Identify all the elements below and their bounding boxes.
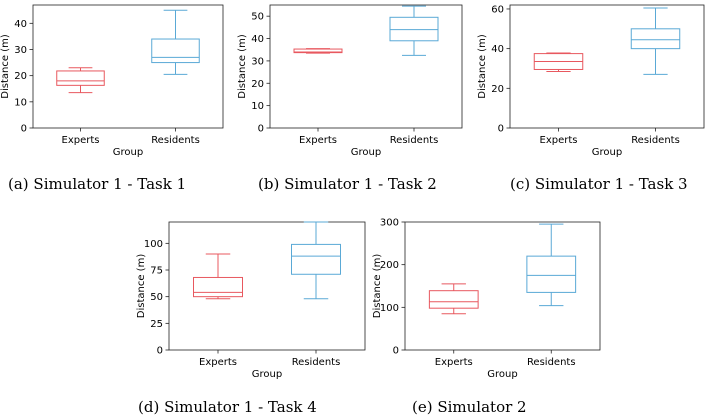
y-tick-label: 60 (491, 4, 504, 15)
caption-b: (b) Simulator 1 - Task 2 (258, 175, 437, 193)
x-tick-label: Experts (540, 135, 578, 146)
x-axis-label: Group (592, 147, 622, 158)
box-iqr (151, 38, 200, 64)
boxplot-a: 0 10 20 30 40 Experts Residents Group Distance (… (0, 4, 224, 158)
box-residents-a (151, 9, 200, 75)
boxplot-b: 0 10 20 30 40 50 Experts Residents Group Distance… (237, 4, 463, 158)
box-experts-b (293, 48, 343, 54)
plot-frame (32, 4, 224, 129)
y-tick-label: 0 (498, 124, 504, 135)
box-experts-a (56, 67, 105, 94)
x-tick-label: Residents (292, 357, 341, 368)
box-residents-c (630, 7, 681, 75)
y-tick-label: 30 (251, 56, 264, 67)
plot-frame (168, 221, 366, 351)
box-iqr (526, 255, 577, 293)
x-axis-label: Group (351, 147, 381, 158)
caption-e: (e) Simulator 2 (412, 398, 527, 416)
y-tick-label: 0 (21, 124, 27, 135)
y-axis-label: Distance (m) (237, 34, 248, 99)
x-tick-label: Experts (299, 135, 337, 146)
box-iqr (193, 276, 243, 298)
x-tick-label: Residents (390, 135, 439, 146)
box-residents-b (389, 5, 439, 56)
boxplot-panel-d: 0 25 50 75 100 Experts Residents Group Distance … (125, 215, 370, 380)
x-axis-label: Group (113, 147, 143, 158)
boxplot-c: 0 20 40 60 Experts Residents Group Distance (m) (477, 4, 705, 158)
x-tick-label: Experts (435, 357, 473, 368)
y-tick-label: 25 (150, 319, 163, 330)
y-tick-label: 40 (251, 34, 264, 45)
plot-frame (404, 221, 601, 351)
box-residents-d (291, 221, 341, 300)
box-iqr (291, 243, 341, 275)
box-iqr (389, 16, 439, 42)
y-tick-label: 75 (150, 266, 163, 277)
caption-a: (a) Simulator 1 - Task 1 (8, 175, 187, 193)
y-tick-label: 10 (14, 97, 27, 108)
x-tick-label: Residents (151, 135, 200, 146)
y-tick-label: 50 (251, 12, 264, 23)
y-tick-label: 0 (258, 124, 264, 135)
boxplot-panel-a: 0 10 20 30 40 Experts Residents Group Distance (… (0, 0, 230, 160)
y-tick-label: 100 (144, 239, 163, 250)
caption-d: (d) Simulator 1 - Task 4 (138, 398, 317, 416)
y-tick-label: 10 (251, 101, 264, 112)
y-axis-label: Distance (m) (136, 254, 147, 319)
y-axis-label: Distance (m) (372, 254, 383, 319)
box-residents-e (526, 223, 577, 307)
boxplot-panel-c: 0 20 40 60 Experts Residents Group Distance (m) (477, 0, 708, 160)
boxplot-panel-b: 0 10 20 30 40 50 Experts Residents Group Distance… (237, 0, 470, 160)
box-experts-d (193, 253, 243, 300)
plot-frame (269, 4, 463, 129)
box-experts-e (428, 283, 479, 315)
y-tick-label: 0 (393, 346, 399, 357)
caption-c: (c) Simulator 1 - Task 3 (510, 175, 688, 193)
x-tick-label: Experts (199, 357, 237, 368)
y-tick-label: 20 (251, 79, 264, 90)
y-axis-label: Distance (m) (477, 34, 488, 99)
x-axis-label: Group (487, 369, 517, 380)
y-tick-label: 20 (491, 84, 504, 95)
boxplot-panel-e: 0 100 200 300 Experts Residents Group Distance … (365, 215, 605, 380)
box-experts-c (533, 52, 584, 72)
boxplot-e: 0 100 200 300 Experts Residents Group Distance … (372, 218, 601, 380)
x-tick-label: Experts (62, 135, 100, 146)
y-tick-label: 0 (157, 346, 163, 357)
box-iqr (56, 70, 105, 86)
y-tick-label: 100 (380, 303, 399, 314)
y-tick-label: 300 (380, 218, 399, 229)
y-tick-label: 200 (380, 260, 399, 271)
y-tick-label: 50 (150, 292, 163, 303)
boxplot-d: 0 25 50 75 100 Experts Residents Group Distance … (136, 221, 366, 380)
y-tick-label: 40 (491, 44, 504, 55)
x-axis-label: Group (252, 369, 282, 380)
y-tick-label: 30 (14, 45, 27, 56)
y-axis-label: Distance (m) (0, 34, 11, 99)
y-tick-label: 40 (14, 19, 27, 30)
x-tick-label: Residents (631, 135, 680, 146)
x-tick-label: Residents (527, 357, 576, 368)
plot-frame (509, 4, 705, 129)
box-iqr (630, 28, 681, 50)
y-tick-label: 20 (14, 71, 27, 82)
box-iqr (428, 290, 479, 309)
